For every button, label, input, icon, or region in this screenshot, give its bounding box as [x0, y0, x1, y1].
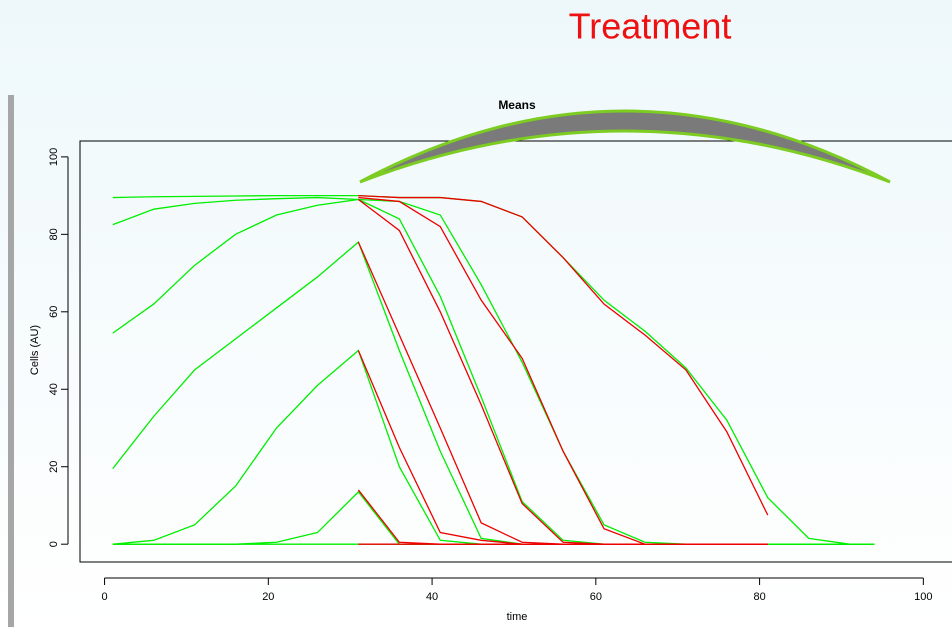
y-tick-label: 60 [48, 306, 60, 318]
x-tick-label: 0 [102, 591, 108, 603]
series-line [358, 194, 769, 516]
x-axis-label: time [507, 611, 528, 623]
plot: 0 20 40 60 80 100 0 20 40 60 80 100 [48, 148, 933, 603]
plot-box [79, 140, 952, 563]
y-axis-label: Cells (AU) [29, 325, 41, 375]
y-tick-label: 80 [48, 228, 60, 240]
treatment-arc [359, 109, 891, 184]
y-tick-label: 20 [48, 461, 60, 473]
y-tick-label: 40 [48, 383, 60, 395]
y-tick-label: 0 [48, 541, 60, 547]
x-tick-label: 60 [590, 591, 602, 603]
x-tick-label: 20 [262, 591, 274, 603]
side-bar [8, 95, 14, 627]
slide-title: Treatment [569, 6, 732, 47]
x-tick-label: 100 [914, 591, 932, 603]
y-tick-label: 100 [48, 148, 60, 166]
x-tick-label: 80 [753, 591, 765, 603]
x-tick-label: 40 [426, 591, 438, 603]
chart-title: Means [498, 98, 536, 112]
